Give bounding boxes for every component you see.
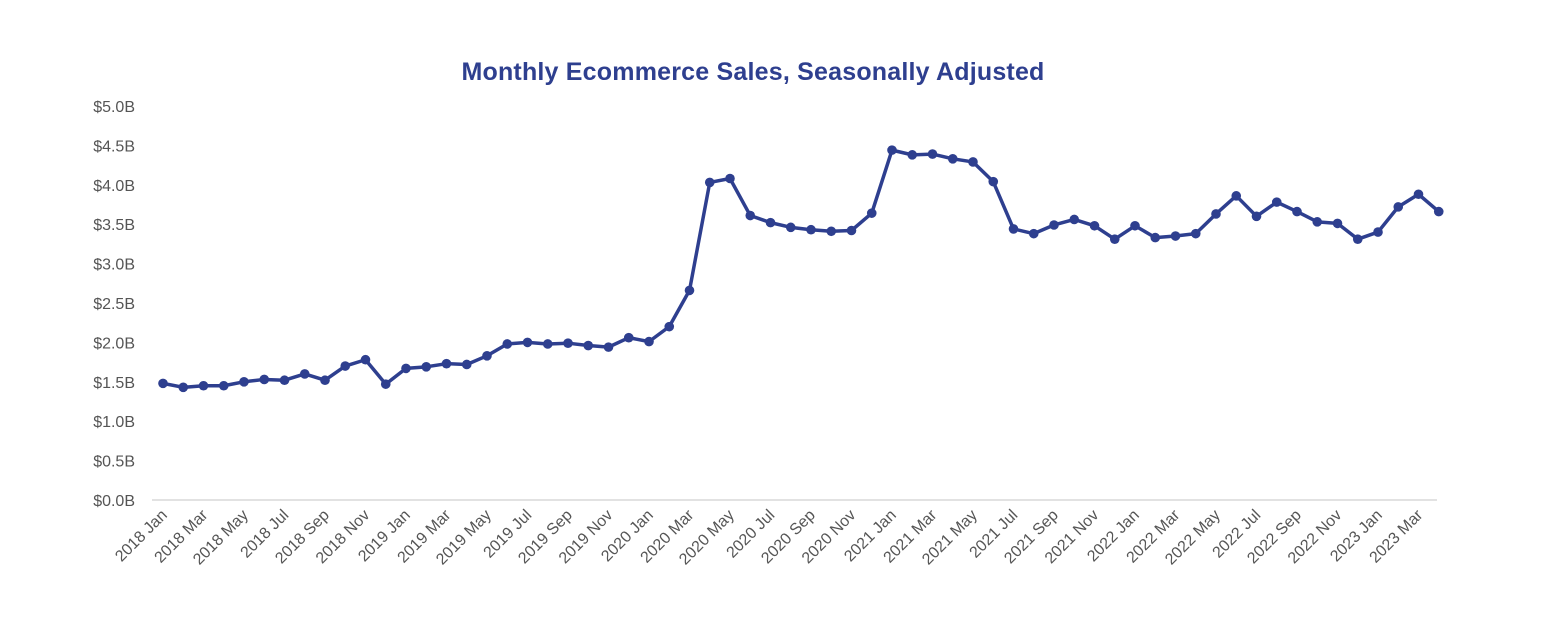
data-point bbox=[259, 374, 270, 385]
y-tick-label: $4.0B bbox=[93, 178, 135, 195]
data-point bbox=[806, 224, 816, 235]
data-point bbox=[785, 222, 796, 233]
data-point bbox=[1332, 218, 1343, 229]
data-point bbox=[1413, 189, 1424, 200]
data-point bbox=[846, 225, 857, 236]
data-point bbox=[340, 361, 351, 371]
y-tick-label: $3.5B bbox=[93, 217, 135, 234]
data-point bbox=[623, 332, 634, 343]
data-point bbox=[1008, 224, 1019, 234]
y-tick-label: $2.0B bbox=[93, 335, 135, 352]
data-point bbox=[1292, 206, 1302, 217]
series-line bbox=[161, 148, 1441, 390]
data-point bbox=[1251, 211, 1262, 222]
data-point bbox=[522, 337, 533, 348]
data-point bbox=[299, 369, 310, 379]
data-point bbox=[360, 354, 371, 365]
y-tick-label: $0.0B bbox=[93, 493, 135, 510]
data-point bbox=[1089, 220, 1100, 231]
data-point bbox=[1393, 202, 1404, 212]
data-point bbox=[603, 342, 614, 352]
data-point bbox=[1231, 191, 1242, 201]
data-point bbox=[947, 153, 958, 164]
data-point bbox=[704, 177, 715, 188]
data-point bbox=[1028, 228, 1039, 239]
data-point bbox=[198, 380, 209, 391]
chart-title: Monthly Ecommerce Sales, Seasonally Adju… bbox=[461, 58, 1045, 86]
y-tick-label: $1.5B bbox=[93, 375, 135, 392]
data-point bbox=[421, 362, 432, 372]
data-point bbox=[482, 350, 492, 361]
data-point bbox=[1373, 227, 1383, 237]
data-point bbox=[887, 145, 897, 155]
data-point bbox=[644, 336, 654, 347]
data-point bbox=[745, 210, 756, 221]
data-point bbox=[1170, 231, 1181, 241]
data-point bbox=[988, 176, 999, 187]
data-point bbox=[320, 375, 330, 386]
data-point bbox=[1049, 220, 1059, 230]
y-tick-label: $0.5B bbox=[93, 454, 135, 471]
data-point bbox=[684, 285, 695, 296]
data-point bbox=[178, 382, 189, 393]
data-point bbox=[218, 380, 229, 391]
data-point bbox=[826, 226, 837, 237]
data-point bbox=[1352, 234, 1363, 244]
data-point bbox=[927, 149, 938, 159]
data-point bbox=[502, 339, 513, 349]
data-point bbox=[725, 173, 735, 184]
data-point bbox=[1069, 214, 1080, 225]
y-tick-label: $3.0B bbox=[93, 257, 135, 274]
data-point bbox=[461, 359, 472, 370]
data-point bbox=[441, 358, 452, 369]
data-point bbox=[279, 375, 290, 386]
data-point bbox=[1109, 234, 1120, 244]
data-point bbox=[401, 363, 411, 374]
data-point bbox=[380, 379, 391, 389]
data-point bbox=[158, 378, 168, 389]
data-point bbox=[1433, 206, 1444, 217]
data-point bbox=[542, 339, 553, 349]
data-point bbox=[866, 208, 877, 218]
data-point bbox=[765, 217, 776, 228]
data-point bbox=[1150, 232, 1161, 243]
data-point bbox=[1312, 217, 1323, 227]
y-tick-label: $1.0B bbox=[93, 414, 135, 431]
y-tick-label: $5.0B bbox=[93, 99, 135, 116]
data-point bbox=[563, 338, 573, 348]
data-point bbox=[664, 321, 675, 332]
data-point bbox=[1190, 228, 1201, 239]
data-point bbox=[583, 340, 594, 351]
y-tick-label: $4.5B bbox=[93, 138, 135, 155]
data-point bbox=[1130, 220, 1140, 231]
data-point bbox=[239, 377, 249, 387]
y-tick-label: $2.5B bbox=[93, 296, 135, 313]
data-point bbox=[968, 157, 978, 167]
data-point bbox=[1211, 209, 1221, 219]
data-point bbox=[1271, 197, 1282, 207]
data-point bbox=[907, 150, 918, 160]
